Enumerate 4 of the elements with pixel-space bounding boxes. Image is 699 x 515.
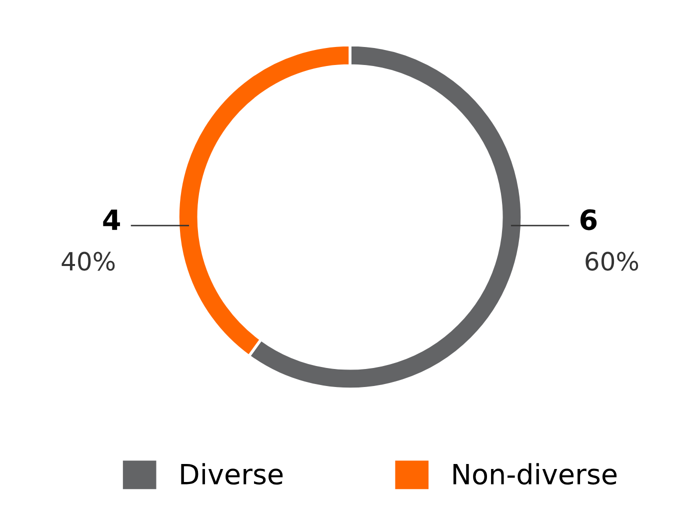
data-label: 4 40%	[62, 210, 120, 271]
legend-label: Diverse	[181, 463, 283, 485]
legend-label: Non-diverse	[453, 463, 617, 485]
data-label: 6 60%	[580, 209, 638, 271]
